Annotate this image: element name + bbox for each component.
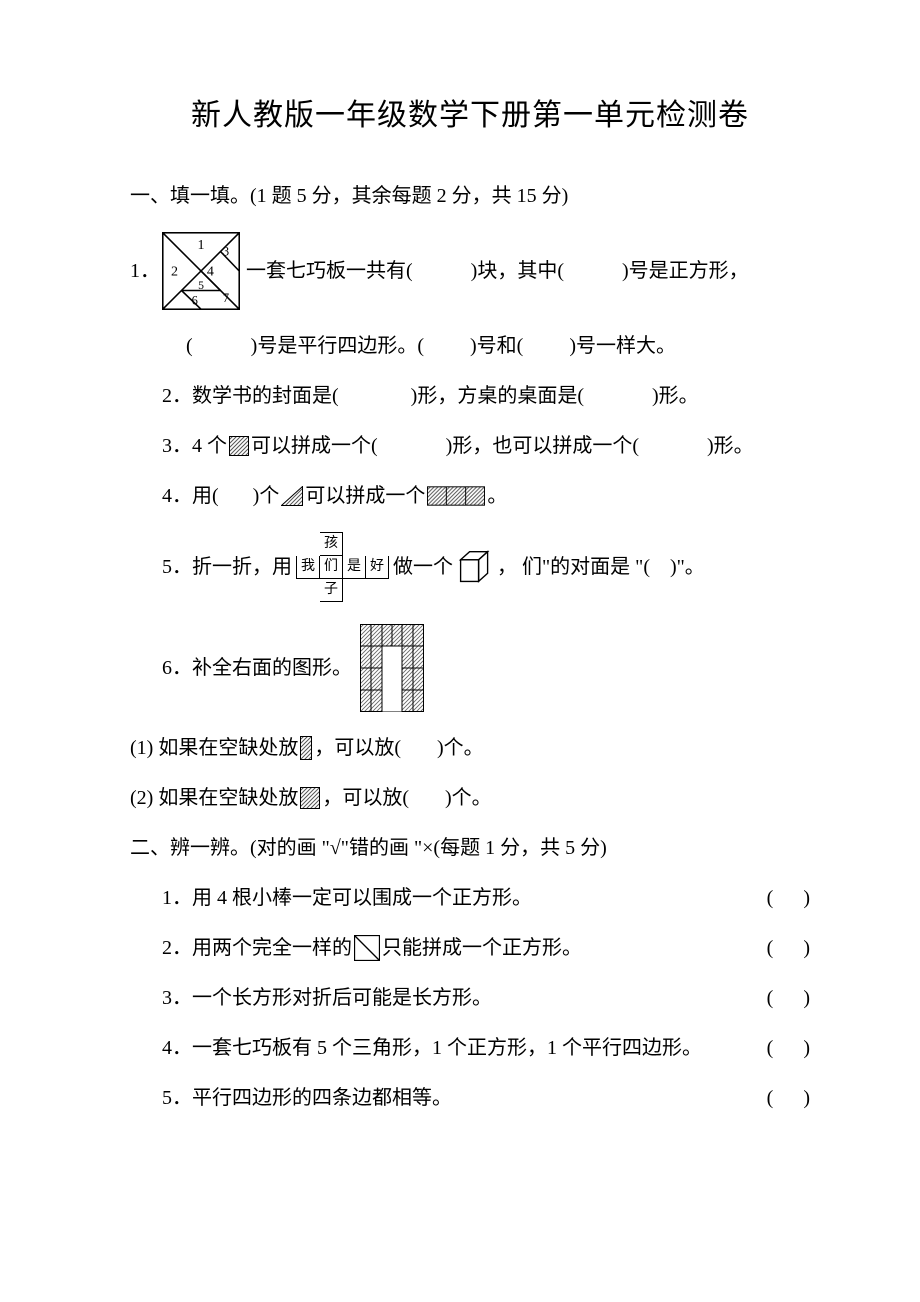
q1-l2d: )号一样大。 — [569, 332, 676, 360]
s2-item4: 4． 一套七巧板有 5 个三角形，1 个正方形，1 个平行四边形。 ( ) — [130, 1034, 810, 1062]
q1-line2: ( )号是平行四边形。( )号和( )号一样大。 — [130, 332, 810, 360]
net-cell: 我 — [297, 556, 320, 579]
tangram-label-5: 5 — [198, 279, 204, 292]
q6-text: 补全右面的图形。 — [192, 654, 352, 682]
three-squares-icon — [427, 486, 485, 506]
tangram-label-1: 1 — [197, 237, 204, 253]
judge-paren: ( ) — [767, 1034, 810, 1062]
triangle-icon — [281, 486, 303, 506]
s2-text-b: 只能拼成一个正方形。 — [382, 934, 582, 962]
net-cell: 子 — [320, 579, 343, 602]
q2-seg1: 数学书的封面是( — [192, 382, 339, 410]
q6-sub2: (2) 如果在空缺处放 ，可以放( )个。 — [130, 784, 810, 812]
q5-seg3: ， 们"的对面是 "( )"。 — [497, 553, 705, 581]
q6s2-num: (2) — [130, 784, 153, 812]
section1-heading: 一、填一填。(1 题 5 分，其余每题 2 分，共 15 分) — [130, 182, 810, 210]
q6s2-c: )个。 — [445, 784, 492, 812]
q3-line: 3． 4 个 可以拼成一个( )形，也可以拼成一个( )形。 — [130, 432, 810, 460]
q1-l2c: )号和( — [470, 332, 523, 360]
s2-num: 2． — [162, 934, 192, 962]
tangram-icon: 1 2 3 4 5 6 7 — [162, 232, 240, 310]
q6-line: 6． 补全右面的图形。 — [130, 624, 810, 712]
q6s2-a: 如果在空缺处放 — [158, 784, 298, 812]
tangram-label-4: 4 — [207, 264, 214, 280]
q1-line1: 1． 1 2 3 4 5 6 7 一套七巧板一共有( )块，其中( )号是正方形… — [130, 232, 810, 310]
q1-seg2: )块，其中( — [471, 257, 564, 285]
q1-num: 1． — [130, 257, 160, 285]
net-cell: 好 — [366, 556, 389, 579]
q5-num: 5． — [162, 553, 192, 581]
hatched-square-icon — [229, 436, 249, 456]
q3-num: 3． — [162, 432, 192, 460]
judge-paren: ( ) — [767, 884, 810, 912]
q3-seg2: 可以拼成一个( — [251, 432, 378, 460]
judge-paren: ( ) — [767, 934, 810, 962]
tangram-label-3: 3 — [223, 244, 229, 258]
q1-seg1: 一套七巧板一共有( — [246, 257, 413, 285]
q1-l2b: )号是平行四边形。( — [251, 332, 424, 360]
q4-seg3: 可以拼成一个 — [305, 482, 425, 510]
cube-icon — [457, 549, 493, 585]
page: 新人教版一年级数学下册第一单元检测卷 一、填一填。(1 题 5 分，其余每题 2… — [0, 0, 920, 1302]
q6-num: 6． — [162, 654, 192, 682]
q4-seg1: 用( — [192, 482, 219, 510]
q2-seg3: )形。 — [652, 382, 699, 410]
net-cell: 们 — [320, 556, 343, 579]
s2-text: 一个长方形对折后可能是长方形。 — [192, 984, 492, 1012]
q6s1-c: )个。 — [437, 734, 484, 762]
q2-num: 2． — [162, 382, 192, 410]
judge-paren: ( ) — [767, 1084, 810, 1112]
s2-text: 一套七巧板有 5 个三角形，1 个正方形，1 个平行四边形。 — [192, 1034, 702, 1062]
q6s1-a: 如果在空缺处放 — [158, 734, 298, 762]
q4-seg2: )个 — [253, 482, 280, 510]
q2-line: 2． 数学书的封面是( )形，方桌的桌面是( )形。 — [130, 382, 810, 410]
section2-heading: 二、辨一辨。(对的画 "√"错的画 "×(每题 1 分，共 5 分) — [130, 834, 810, 862]
s2-item2: 2． 用两个完全一样的 只能拼成一个正方形。 ( ) — [130, 934, 810, 962]
s2-num: 1． — [162, 884, 192, 912]
tangram-label-7: 7 — [223, 291, 229, 305]
q4-num: 4． — [162, 482, 192, 510]
diagonal-square-icon — [354, 935, 380, 961]
s2-num: 5． — [162, 1084, 192, 1112]
net-cell: 孩 — [320, 533, 343, 556]
s2-text: 用 4 根小棒一定可以围成一个正方形。 — [192, 884, 532, 912]
q6s1-num: (1) — [130, 734, 153, 762]
q3-seg4: )形。 — [707, 432, 754, 460]
cube-net-icon: 孩 我 们 是 好 子 — [296, 532, 389, 602]
q3-seg1: 4 个 — [192, 432, 227, 460]
s2-item3: 3． 一个长方形对折后可能是长方形。 ( ) — [130, 984, 810, 1012]
s2-item5: 5． 平行四边形的四条边都相等。 ( ) — [130, 1084, 810, 1112]
tangram-label-2: 2 — [171, 264, 178, 280]
q3-seg3: )形，也可以拼成一个( — [446, 432, 639, 460]
q1-l2a: ( — [186, 332, 193, 360]
q2-seg2: )形，方桌的桌面是( — [411, 382, 584, 410]
square-icon — [300, 787, 320, 809]
q5-seg1: 折一折，用 — [192, 553, 292, 581]
net-cell: 是 — [343, 556, 366, 579]
s2-num: 3． — [162, 984, 192, 1012]
s2-text-a: 用两个完全一样的 — [192, 934, 352, 962]
incomplete-grid-icon — [360, 624, 424, 712]
s2-item1: 1． 用 4 根小棒一定可以围成一个正方形。 ( ) — [130, 884, 810, 912]
thin-rect-icon — [300, 736, 312, 760]
q1-seg3: )号是正方形， — [622, 257, 749, 285]
q6s2-b: ，可以放( — [322, 784, 409, 812]
q4-line: 4． 用( )个 可以拼成一个 。 — [130, 482, 810, 510]
judge-paren: ( ) — [767, 984, 810, 1012]
q5-seg2: 做一个 — [393, 553, 453, 581]
q6s1-b: ，可以放( — [314, 734, 401, 762]
s2-text: 平行四边形的四条边都相等。 — [192, 1084, 452, 1112]
q6-sub1: (1) 如果在空缺处放 ，可以放( )个。 — [130, 734, 810, 762]
q5-line: 5． 折一折，用 孩 我 们 是 好 子 — [130, 532, 810, 602]
s2-num: 4． — [162, 1034, 192, 1062]
q4-seg4: 。 — [487, 482, 507, 510]
doc-title: 新人教版一年级数学下册第一单元检测卷 — [130, 90, 810, 134]
tangram-label-6: 6 — [192, 294, 198, 308]
